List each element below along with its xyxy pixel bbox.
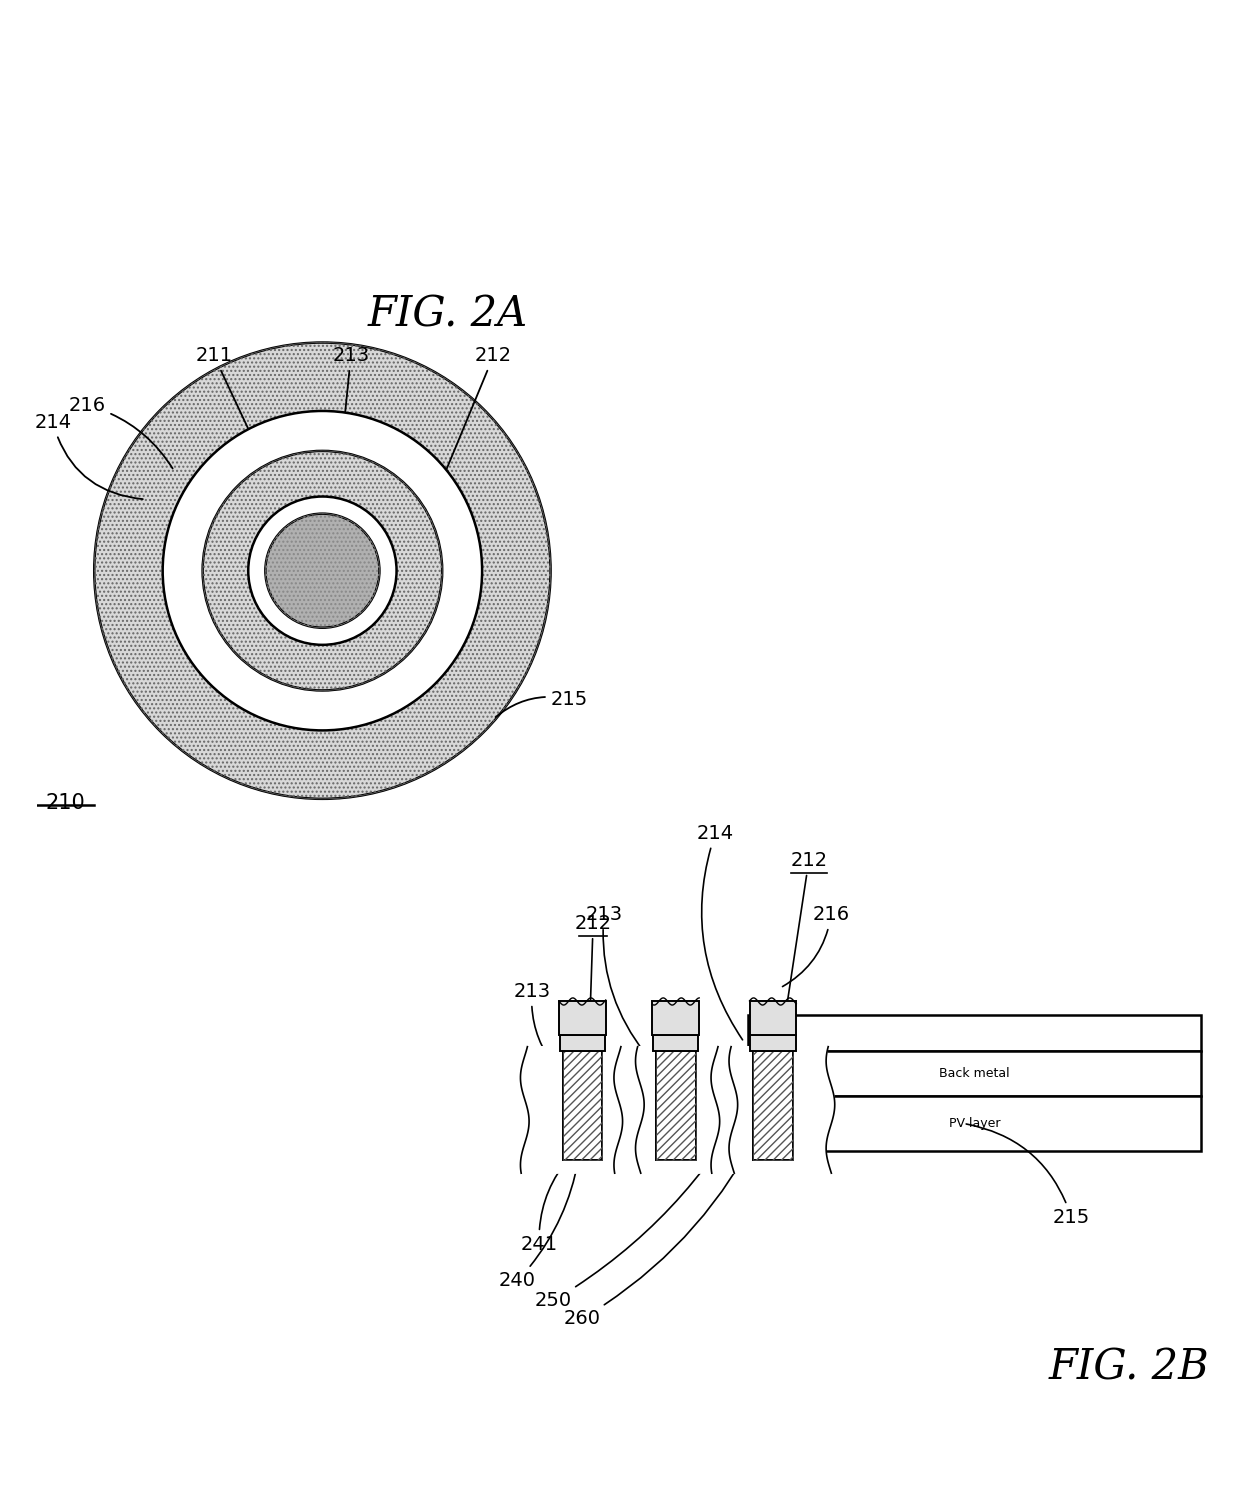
- Polygon shape: [521, 1047, 644, 1173]
- Polygon shape: [711, 1047, 835, 1173]
- Text: 212: 212: [423, 346, 512, 524]
- Text: 216: 216: [68, 396, 172, 468]
- Text: 212: 212: [784, 851, 827, 1024]
- Circle shape: [162, 411, 482, 730]
- Text: 240: 240: [498, 1161, 578, 1291]
- Text: 215: 215: [496, 690, 588, 717]
- Circle shape: [94, 342, 551, 798]
- Bar: [652, 1001, 699, 1035]
- Text: 211: 211: [682, 1054, 738, 1107]
- Text: 214: 214: [697, 824, 743, 1039]
- Circle shape: [248, 497, 397, 645]
- Text: 214: 214: [35, 413, 143, 498]
- Text: 260: 260: [564, 1126, 761, 1328]
- Circle shape: [202, 450, 443, 690]
- Text: 216: 216: [782, 905, 849, 986]
- Text: 212: 212: [574, 914, 611, 1029]
- Bar: [748, 1051, 1200, 1096]
- Bar: [748, 1015, 1200, 1051]
- Text: FIG. 2A: FIG. 2A: [368, 294, 528, 334]
- Bar: [656, 1051, 696, 1160]
- Bar: [749, 1001, 796, 1035]
- Bar: [559, 1001, 605, 1035]
- Text: Back metal: Back metal: [939, 1068, 1009, 1080]
- Bar: [559, 1035, 605, 1051]
- Bar: [656, 1051, 696, 1160]
- Circle shape: [265, 514, 379, 628]
- Text: 241: 241: [521, 1157, 569, 1254]
- Text: 211: 211: [196, 346, 306, 553]
- Bar: [753, 1051, 792, 1160]
- Bar: [653, 1035, 698, 1051]
- Text: 210: 210: [46, 794, 86, 813]
- Text: 213: 213: [513, 982, 556, 1068]
- Polygon shape: [614, 1047, 738, 1173]
- Bar: [563, 1051, 603, 1160]
- Text: PV layer: PV layer: [949, 1117, 999, 1130]
- Text: 213: 213: [320, 346, 370, 631]
- Text: FIG. 2B: FIG. 2B: [1049, 1346, 1209, 1389]
- Text: 215: 215: [966, 1123, 1090, 1227]
- Bar: [753, 1051, 792, 1160]
- Bar: [748, 1096, 1200, 1151]
- Bar: [750, 1035, 796, 1051]
- Bar: [563, 1051, 603, 1160]
- Text: 250: 250: [534, 1077, 761, 1310]
- Text: 213: 213: [585, 905, 645, 1054]
